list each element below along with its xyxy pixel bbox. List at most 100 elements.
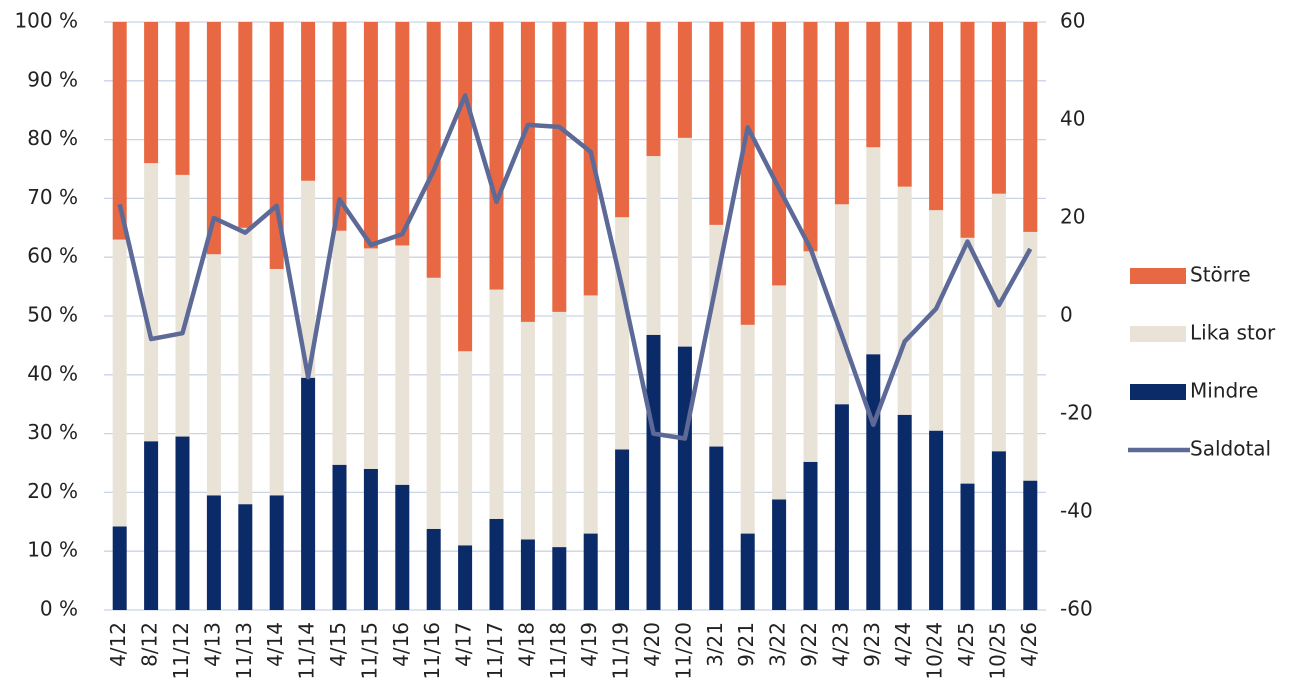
bar-segment <box>269 495 284 610</box>
y2-tick-label: 40 <box>1060 107 1085 131</box>
x-tick-label: 11/17 <box>483 622 507 680</box>
bar-segment <box>897 414 912 610</box>
bar-segment <box>960 22 975 238</box>
bar-segment <box>552 547 567 610</box>
bar-segment <box>301 22 316 181</box>
bar-segment <box>866 22 881 148</box>
bar-segment <box>489 22 504 290</box>
bar-segment <box>301 377 316 610</box>
bar-segment <box>363 22 378 249</box>
y-tick-label: 90 % <box>27 67 78 91</box>
x-tick-label: 11/16 <box>420 622 444 680</box>
bar-segment <box>206 254 221 496</box>
bar-segment <box>395 484 410 610</box>
y-tick-label: 30 % <box>27 420 78 444</box>
bar-segment <box>615 22 630 218</box>
x-tick-label: 9/22 <box>797 622 821 667</box>
bar-segment <box>803 22 818 252</box>
bar-segment <box>709 224 724 447</box>
y2-tick-label: 20 <box>1060 205 1085 229</box>
bar-segment <box>740 22 755 325</box>
y2-tick-label: 0 <box>1060 303 1073 327</box>
x-tick-label: 4/19 <box>577 622 601 667</box>
bar-segment <box>929 210 944 431</box>
bar-segment <box>520 321 535 540</box>
bar-segment <box>175 174 190 437</box>
bar-segment <box>395 245 410 485</box>
x-tick-label: 11/19 <box>609 622 633 680</box>
bar-segment <box>458 22 473 352</box>
bar-segment <box>144 22 159 164</box>
x-tick-label: 4/12 <box>106 622 130 667</box>
x-tick-label: 8/12 <box>138 622 162 667</box>
bar-segment <box>552 22 567 312</box>
bar-segment <box>772 285 787 500</box>
bar-segment <box>332 230 347 465</box>
bar-segment <box>552 311 567 548</box>
line-series <box>117 93 1033 441</box>
bar-segment <box>144 163 159 442</box>
legend-swatch <box>1130 384 1186 400</box>
bar-segment <box>144 441 159 610</box>
bar-segment <box>426 277 441 529</box>
bar-segment <box>929 430 944 610</box>
x-tick-label: 11/14 <box>295 622 319 680</box>
bar-segment <box>960 237 975 484</box>
y-tick-label: 0 % <box>40 597 78 621</box>
y-tick-label: 20 % <box>27 479 78 503</box>
bar-segment <box>834 22 849 205</box>
x-tick-label: 4/16 <box>389 622 413 667</box>
y-tick-label: 80 % <box>27 126 78 150</box>
y-tick-label: 40 % <box>27 361 78 385</box>
bar-segment <box>866 147 881 355</box>
bar-segment <box>772 499 787 610</box>
bar-segment <box>960 483 975 610</box>
bar-segment <box>520 539 535 610</box>
bar-segment <box>489 289 504 519</box>
y-tick-label: 100 % <box>14 9 78 33</box>
bar-segment <box>709 22 724 225</box>
x-tick-label: 4/23 <box>828 622 852 667</box>
bar-segment <box>991 22 1006 194</box>
x-tick-label: 11/20 <box>671 622 695 680</box>
x-tick-label: 9/23 <box>860 622 884 667</box>
legend-label: Lika stor <box>1190 321 1276 345</box>
x-tick-label: 11/12 <box>169 622 193 680</box>
bar-segment <box>834 404 849 610</box>
bar-segment <box>929 22 944 211</box>
bar-segment <box>834 204 849 405</box>
bar-segment <box>897 22 912 187</box>
x-tick-label: 4/17 <box>452 622 476 667</box>
bar-segment <box>520 22 535 322</box>
bar-segment <box>332 464 347 610</box>
bar-segment <box>363 248 378 469</box>
x-tick-label: 4/14 <box>263 622 287 667</box>
bar-segment <box>238 22 253 228</box>
bar-segment <box>458 545 473 610</box>
x-tick-label: 4/13 <box>200 622 224 667</box>
x-tick-label: 4/24 <box>891 622 915 667</box>
bar-segment <box>866 354 881 610</box>
bar-segment <box>772 22 787 286</box>
x-tick-label: 4/26 <box>1017 622 1041 667</box>
bar-segment <box>583 533 598 610</box>
bar-segment <box>112 526 127 610</box>
x-tick-label: 10/24 <box>923 622 947 680</box>
y2-tick-label: -20 <box>1060 401 1093 425</box>
bar-segment <box>458 351 473 546</box>
bar-segment <box>615 449 630 610</box>
legend-swatch <box>1130 268 1186 284</box>
legend-label: Större <box>1190 263 1251 287</box>
bar-segment <box>426 528 441 610</box>
bar-segment <box>677 22 692 138</box>
bar-segment <box>991 193 1006 452</box>
y-tick-label: 60 % <box>27 244 78 268</box>
bar-segment <box>112 22 127 240</box>
bar-segment <box>238 227 253 505</box>
y-tick-label: 50 % <box>27 303 78 327</box>
bar-segment <box>677 137 692 347</box>
bar-segment <box>206 22 221 255</box>
bar-segment <box>301 180 316 378</box>
x-tick-label: 4/25 <box>954 622 978 667</box>
